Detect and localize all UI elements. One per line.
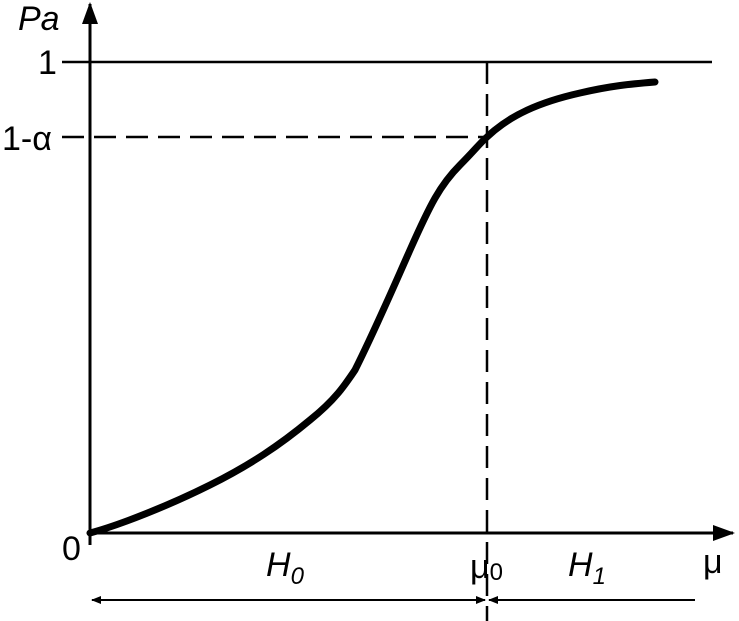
h0-main: H	[266, 546, 291, 584]
h1-main: H	[568, 546, 593, 584]
oc-curve	[86, 78, 659, 537]
h1-label: H1	[568, 546, 606, 590]
y-axis-label: Pa	[18, 0, 60, 38]
h1-sub: 1	[593, 563, 606, 590]
h0-label: H0	[266, 546, 305, 590]
mu0-main: μ	[470, 548, 490, 586]
y-label-alpha: 1-α	[2, 120, 52, 158]
mu0-sub: 0	[490, 559, 503, 586]
y-label-one: 1	[38, 44, 57, 82]
x-axis-label: μ	[703, 543, 723, 581]
mu0-label: μ0	[470, 548, 503, 586]
h0-sub: 0	[291, 563, 305, 590]
y-label-zero: 0	[62, 530, 81, 568]
